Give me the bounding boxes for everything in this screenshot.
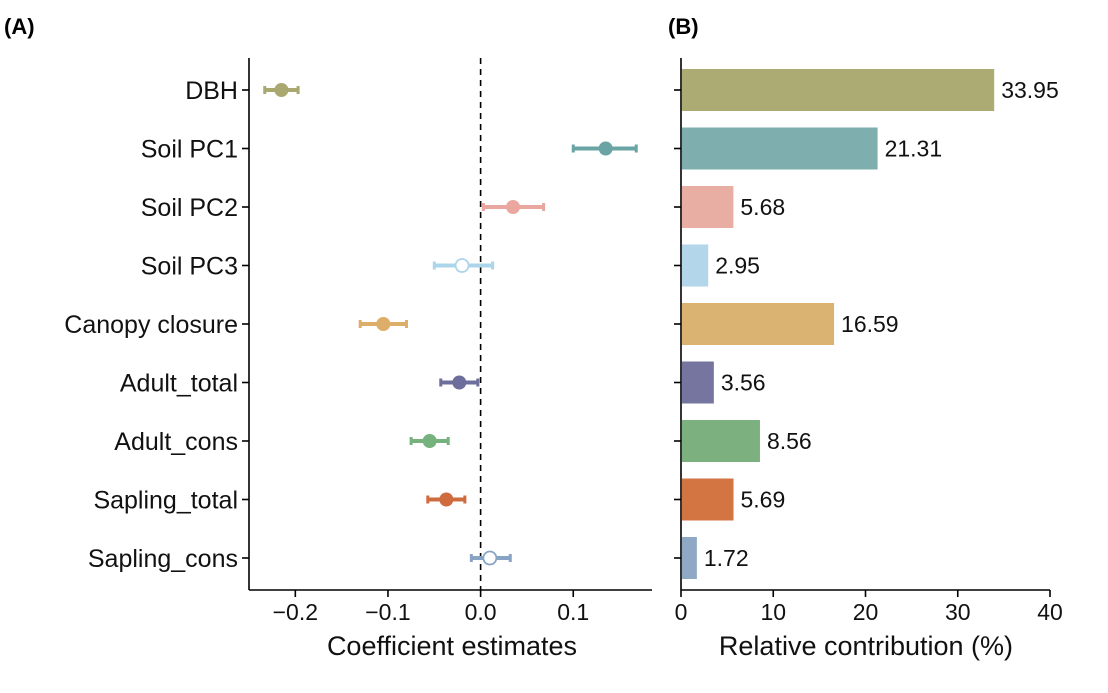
bar-value-label-adult-total: 3.56 xyxy=(721,370,766,396)
panel-b: (B) 33.95 21.31 5.68 2.95 16.59 3.56 8.56 5.69 1… xyxy=(668,14,1063,661)
x-tick-label-a-0: −0.2 xyxy=(273,599,318,625)
bar-soil-pc3 xyxy=(682,244,709,287)
panel-a-label: (A) xyxy=(4,14,35,39)
panel-a-x-ticks: −0.2 −0.1 0.0 0.1 xyxy=(273,590,589,625)
bar-value-label-dbh: 33.95 xyxy=(1001,77,1059,103)
contribution-bars: 33.95 21.31 5.68 2.95 16.59 3.56 8.56 5.69 1.72 xyxy=(674,69,1059,579)
bar-value-label-canopy-closure: 16.59 xyxy=(841,311,899,337)
bar-value-label-sapling-cons: 1.72 xyxy=(704,545,749,571)
estimate-point-soil-pc1 xyxy=(598,141,613,156)
category-label-soil-pc1: Soil PC1 xyxy=(141,136,238,164)
panel-a-x-title: Coefficient estimates xyxy=(327,631,577,661)
bar-soil-pc2 xyxy=(682,186,734,228)
panel-b-label: (B) xyxy=(668,14,699,39)
category-label-dbh: DBH xyxy=(185,77,238,105)
x-tick-label-a-2: 0.0 xyxy=(465,599,497,625)
estimate-point-dbh xyxy=(274,83,289,97)
panel-b-x-ticks: 0 10 20 30 40 xyxy=(675,590,1063,625)
category-labels: DBH Soil PC1 Soil PC2 Soil PC3 Canopy closur… xyxy=(64,77,249,573)
category-label-canopy-closure: Canopy closure xyxy=(64,311,238,339)
estimate-point-sapling-total xyxy=(439,492,454,507)
estimate-point-canopy-closure xyxy=(376,317,391,331)
estimate-point-soil-pc2 xyxy=(506,200,521,214)
bar-value-label-soil-pc1: 21.31 xyxy=(885,136,943,162)
category-label-sapling-cons: Sapling_cons xyxy=(88,545,238,573)
bar-sapling-total xyxy=(682,478,734,521)
category-label-adult-total: Adult_total xyxy=(120,370,238,398)
category-label-sapling-total: Sapling_total xyxy=(93,487,238,515)
estimate-point-adult-total xyxy=(452,375,467,390)
x-tick-label-b-4: 40 xyxy=(1037,599,1063,625)
panel-b-x-title: Relative contribution (%) xyxy=(719,631,1013,661)
bar-sapling-cons xyxy=(682,537,697,579)
bar-value-label-soil-pc3: 2.95 xyxy=(715,253,760,279)
x-tick-label-b-3: 30 xyxy=(945,599,971,625)
category-label-soil-pc2: Soil PC2 xyxy=(141,194,238,222)
x-tick-label-a-3: 0.1 xyxy=(557,599,589,625)
panel-a: (A) DBH Soil PC1 Soil PC2 Soil PC3 Canopy cl… xyxy=(4,14,652,661)
bar-adult-cons xyxy=(682,420,760,462)
estimate-point-sapling-cons xyxy=(482,550,498,566)
x-tick-label-b-1: 10 xyxy=(760,599,786,625)
x-tick-label-a-1: −0.1 xyxy=(365,599,410,625)
bar-adult-total xyxy=(682,361,714,404)
category-label-adult-cons: Adult_cons xyxy=(114,428,238,456)
bar-dbh xyxy=(682,69,995,111)
estimate-point-adult-cons xyxy=(422,434,437,448)
bar-value-label-adult-cons: 8.56 xyxy=(767,428,812,454)
category-label-soil-pc3: Soil PC3 xyxy=(141,253,238,281)
bar-soil-pc1 xyxy=(682,127,878,170)
x-tick-label-b-2: 20 xyxy=(853,599,879,625)
estimate-point-soil-pc3 xyxy=(454,258,470,273)
bar-value-label-soil-pc2: 5.68 xyxy=(740,194,785,220)
x-tick-label-b-0: 0 xyxy=(675,599,688,625)
bar-value-label-sapling-total: 5.69 xyxy=(740,487,785,513)
coefficient-marks xyxy=(263,83,638,566)
bar-canopy-closure xyxy=(682,303,835,345)
